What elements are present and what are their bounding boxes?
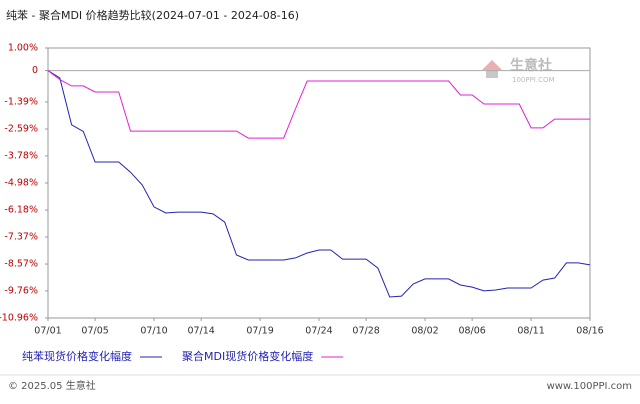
footer-copyright: © 2025.05 生意社: [8, 379, 96, 392]
x-tick-label: 07/28: [352, 326, 379, 337]
y-tick-label: -6.18%: [4, 205, 38, 216]
legend-label: 聚合MDI现货价格变化幅度: [182, 349, 313, 363]
x-tick-label: 07/05: [81, 326, 108, 337]
series-line: [47, 70, 591, 298]
x-tick-label: 08/02: [411, 326, 438, 337]
plot-frame: [47, 47, 591, 319]
y-tick-label: 1.00%: [8, 43, 38, 54]
chart-title: 纯苯 - 聚合MDI 价格趋势比较(2024-07-01 - 2024-08-1…: [6, 8, 299, 22]
y-tick-label: 0: [32, 65, 38, 76]
watermark-icon: [486, 70, 498, 78]
legend-label: 纯苯现货价格变化幅度: [22, 349, 132, 363]
y-tick-label: -7.37%: [4, 231, 38, 242]
x-tick-label: 08/11: [517, 326, 544, 337]
footer-url: www.100PPI.com: [547, 381, 632, 392]
watermark-url: 100PPI.COM: [512, 76, 555, 84]
y-tick-label: -1.39%: [4, 96, 38, 107]
x-tick-label: 07/10: [140, 326, 167, 337]
y-tick-label: -2.59%: [4, 124, 38, 135]
x-tick-label: 07/24: [305, 326, 332, 337]
y-tick-label: -3.78%: [4, 150, 38, 161]
x-tick-label: 07/19: [246, 326, 273, 337]
y-tick-label: -4.98%: [4, 178, 38, 189]
watermark: 生意社 100PPI.COM: [482, 57, 555, 84]
y-tick-label: -8.57%: [4, 259, 38, 270]
x-tick-label: 07/01: [34, 326, 61, 337]
watermark-text: 生意社: [510, 57, 552, 74]
watermark-icon: [482, 60, 502, 70]
x-tick-label: 08/16: [576, 326, 603, 337]
series-line: [47, 70, 590, 139]
x-tick-label: 07/14: [187, 326, 214, 337]
y-tick-label: -10.96%: [0, 313, 38, 324]
y-tick-label: -9.76%: [4, 285, 38, 296]
x-tick-label: 08/06: [458, 326, 485, 337]
